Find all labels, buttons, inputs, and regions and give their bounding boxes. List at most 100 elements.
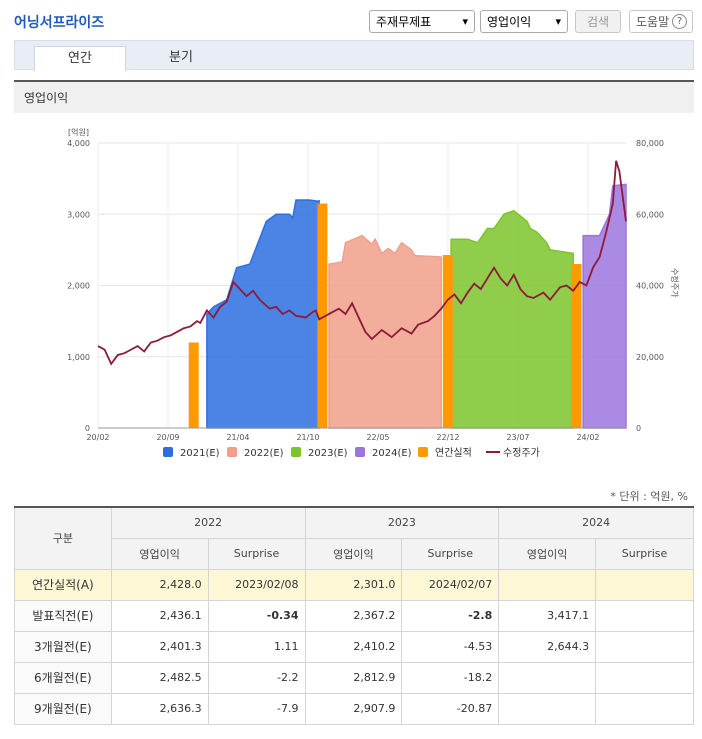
earnings-chart: 4,000 3,000 2,000 1,000 0 80,000 60,000 40,000 2… — [0, 113, 702, 463]
row-label: 3개월전(E) — [14, 630, 112, 663]
table-cell: 2,482.5 — [110, 661, 209, 694]
section-title: 영업이익 — [14, 80, 694, 113]
legend-swatch — [291, 447, 301, 457]
x-tick: 22/12 — [436, 433, 459, 442]
statement-select-value: 주재무제표 — [376, 15, 432, 29]
search-button[interactable]: 검색 — [575, 10, 621, 33]
table-row: 3개월전(E) 2,401.3 1.11 2,410.2 -4.53 2,644.3 — [14, 630, 694, 663]
x-tick: 21/04 — [226, 433, 249, 442]
row-label: 발표직전(E) — [14, 599, 112, 632]
legend-label: 2021(E) — [180, 448, 220, 459]
subheader: 영업이익 — [304, 537, 403, 570]
table-cell: 2,401.3 — [110, 630, 209, 663]
help-button[interactable]: 도움말 ? — [629, 10, 693, 33]
x-tick: 20/09 — [156, 433, 179, 442]
estimate-areas — [206, 183, 627, 429]
subheader: Surprise — [207, 537, 306, 570]
year-header: 2022 — [110, 506, 306, 539]
table-cell: 3,417.1 — [498, 599, 597, 632]
unit-note: * 단위 : 억원, % — [610, 490, 688, 503]
table-cell: -2.2 — [207, 661, 306, 694]
subheader: 영업이익 — [498, 537, 597, 570]
chart-legend: 2021(E) 2022(E) 2023(E) 2024(E) 연간실적 수정주가 — [163, 447, 540, 459]
legend-label: 수정주가 — [503, 447, 540, 459]
chevron-down-icon: ▾ — [555, 15, 561, 28]
y-right-tick: 20,000 — [636, 353, 664, 362]
period-tabbar: 연간 분기 — [14, 40, 694, 71]
y-left-tick: 2,000 — [67, 282, 90, 291]
actual-bar — [571, 264, 582, 428]
help-label: 도움말 — [636, 15, 670, 29]
table-cell: 2023/02/08 — [207, 568, 306, 601]
chevron-down-icon: ▾ — [462, 15, 468, 28]
y-right-label: 수정주가 — [670, 268, 680, 298]
group-header: 구분 — [14, 506, 112, 570]
table-cell — [595, 568, 694, 601]
table-row: 6개월전(E) 2,482.5 -2.2 2,812.9 -18.2 — [14, 661, 694, 694]
table-cell — [595, 599, 694, 632]
table-row: 9개월전(E) 2,636.3 -7.9 2,907.9 -20.87 — [14, 692, 694, 725]
page-title: 어닝서프라이즈 — [14, 15, 105, 31]
y-left-tick: 1,000 — [67, 353, 90, 362]
tab-annual[interactable]: 연간 — [34, 46, 126, 71]
question-icon: ? — [672, 14, 687, 29]
legend-swatch — [355, 447, 365, 457]
actual-bar — [442, 255, 453, 428]
actual-bar — [317, 203, 328, 428]
table-cell: 2,812.9 — [304, 661, 403, 694]
table-cell: 2,367.2 — [304, 599, 403, 632]
estimate-area — [450, 209, 574, 429]
table-cell: 1.11 — [207, 630, 306, 663]
legend-swatch — [163, 447, 173, 457]
table-row: 발표직전(E) 2,436.1 -0.34 2,367.2 -2.8 3,417.1 — [14, 599, 694, 632]
price-line — [97, 160, 627, 366]
table-cell: -0.34 — [207, 599, 306, 632]
y-left-tick: 0 — [85, 424, 90, 433]
table-cell: 2,644.3 — [498, 630, 597, 663]
actual-bar — [188, 342, 199, 428]
table-row: 연간실적(A) 2,428.0 2023/02/08 2,301.0 2024/02/0… — [14, 568, 694, 601]
table-cell — [498, 661, 597, 694]
y-left-tick: 3,000 — [67, 210, 90, 219]
legend-label: 2022(E) — [244, 448, 284, 459]
table-cell: -7.9 — [207, 692, 306, 725]
earnings-table: 구분 2022 2023 2024 영업이익 Surprise 영업이익 Sur… — [14, 506, 694, 725]
price-series — [97, 160, 627, 366]
x-tick: 24/02 — [576, 433, 599, 442]
y-left-label: [억원] — [68, 127, 89, 137]
subheader: Surprise — [401, 537, 500, 570]
y-right-tick: 40,000 — [636, 282, 664, 291]
legend-label: 연간실적 — [435, 447, 472, 459]
table-cell: 2024/02/07 — [401, 568, 500, 601]
y-left-tick: 4,000 — [67, 139, 90, 148]
metric-select[interactable]: 영업이익 ▾ — [480, 10, 568, 33]
year-header: 2024 — [498, 506, 694, 539]
x-tick: 21/10 — [296, 433, 319, 442]
table-cell — [595, 630, 694, 663]
legend-swatch — [418, 447, 428, 457]
table-cell: 2,410.2 — [304, 630, 403, 663]
y-right-tick: 60,000 — [636, 210, 664, 219]
legend-label: 2024(E) — [372, 448, 412, 459]
row-label: 연간실적(A) — [14, 568, 112, 601]
actual-bars — [188, 203, 582, 428]
subheader: Surprise — [595, 537, 694, 570]
row-label: 9개월전(E) — [14, 692, 112, 725]
table-cell: 2,428.0 — [110, 568, 209, 601]
metric-select-value: 영업이익 — [487, 15, 532, 29]
statement-select[interactable]: 주재무제표 ▾ — [369, 10, 475, 33]
x-tick: 23/07 — [506, 433, 529, 442]
subheader: 영업이익 — [110, 537, 209, 570]
tab-quarterly[interactable]: 분기 — [169, 50, 193, 65]
table-cell: 2,636.3 — [110, 692, 209, 725]
x-tick: 22/05 — [366, 433, 389, 442]
x-tick: 20/02 — [86, 433, 109, 442]
chart-axes: 4,000 3,000 2,000 1,000 0 80,000 60,000 40,000 2… — [67, 127, 680, 442]
y-right-tick: 0 — [636, 424, 641, 433]
estimate-area — [206, 199, 320, 429]
table-cell — [498, 568, 597, 601]
earnings-chart-svg: 4,000 3,000 2,000 1,000 0 80,000 60,000 40,000 2… — [67, 127, 680, 459]
table-cell: 2,436.1 — [110, 599, 209, 632]
y-right-tick: 80,000 — [636, 139, 664, 148]
table-cell — [595, 661, 694, 694]
